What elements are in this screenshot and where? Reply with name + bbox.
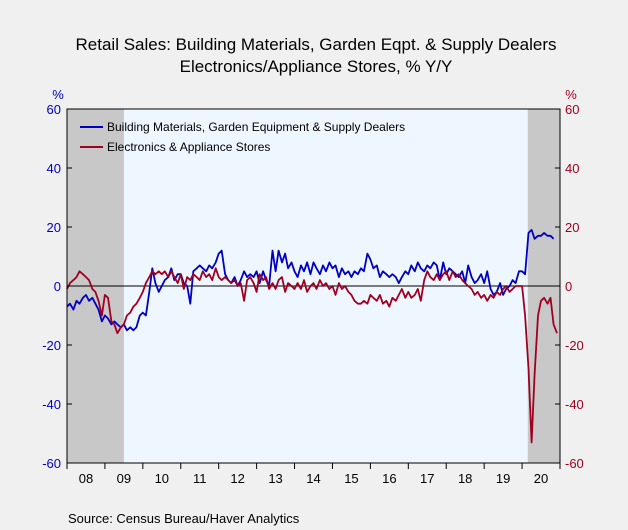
x-tick-label: 11 (193, 471, 207, 486)
series-line-1 (66, 267, 558, 444)
x-tick-label: 20 (534, 471, 548, 486)
x-tick-label: 09 (117, 471, 131, 486)
right-tick-label: 20 (565, 220, 579, 235)
right-tick-label: -40 (565, 397, 584, 412)
left-tick-label: 40 (47, 161, 61, 176)
right-tick-label: 0 (565, 279, 572, 294)
legend-label-0: Building Materials, Garden Equipment & S… (107, 120, 405, 134)
left-tick-label: 60 (47, 102, 61, 117)
left-tick-label: -40 (42, 397, 61, 412)
legend: Building Materials, Garden Equipment & S… (80, 120, 405, 154)
x-tick-label: 10 (155, 471, 169, 486)
chart-title: Retail Sales: Building Materials, Garden… (76, 35, 557, 54)
x-axis-ticks: 08 09 10 11 12 13 14 15 16 17 18 19 20 (66, 463, 561, 486)
series-line-0 (66, 229, 555, 332)
left-tick-label: 20 (47, 220, 61, 235)
x-tick-label: 12 (230, 471, 244, 486)
source-note: Source: Census Bureau/Haver Analytics (68, 511, 300, 526)
series-layer (66, 229, 558, 444)
right-tick-label: -20 (565, 338, 584, 353)
x-tick-label: 14 (306, 471, 320, 486)
x-tick-label: 18 (458, 471, 472, 486)
x-tick-label: 08 (79, 471, 93, 486)
x-tick-label: 13 (268, 471, 282, 486)
right-tick-label: 60 (565, 102, 579, 117)
left-tick-label: 0 (54, 279, 61, 294)
left-axis-unit: % (52, 87, 64, 102)
x-tick-label: 16 (382, 471, 396, 486)
right-tick-label: 40 (565, 161, 579, 176)
right-axis-unit: % (565, 87, 577, 102)
legend-label-1: Electronics & Appliance Stores (107, 140, 270, 154)
right-tick-label: -60 (565, 456, 584, 471)
x-tick-label: 17 (420, 471, 434, 486)
x-tick-label: 15 (344, 471, 358, 486)
left-axis-ticks: -60 -40 -20 0 20 40 60 (42, 102, 72, 471)
left-tick-label: -20 (42, 338, 61, 353)
right-axis-ticks: -60 -40 -20 0 20 40 60 (555, 102, 584, 471)
x-tick-label: 19 (496, 471, 510, 486)
left-tick-label: -60 (42, 456, 61, 471)
chart-subtitle: Electronics/Appliance Stores, % Y/Y (180, 57, 453, 76)
